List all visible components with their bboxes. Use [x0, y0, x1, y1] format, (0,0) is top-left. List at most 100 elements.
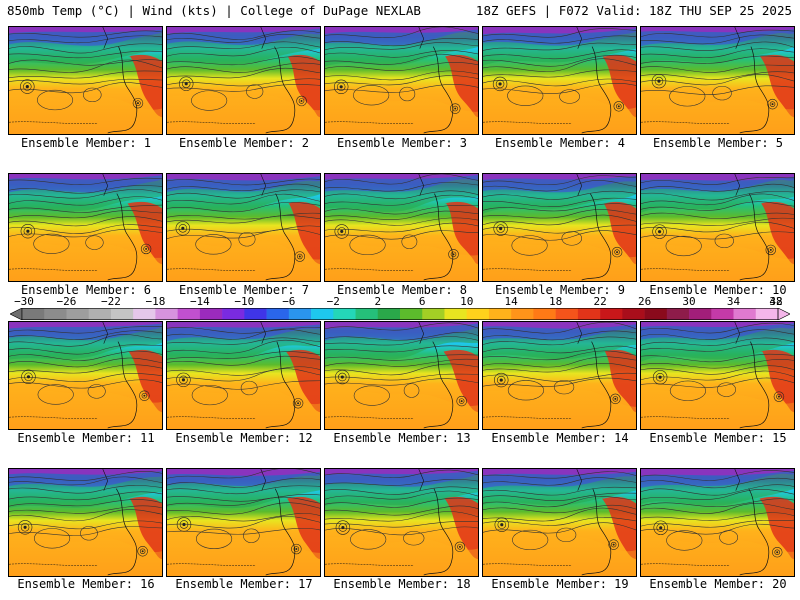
colorbar-segment	[377, 308, 401, 320]
colorbar-tick-label: 2	[374, 295, 382, 308]
colorbar-tick-label: 14	[504, 295, 518, 308]
colorbar-tick-label: 42	[769, 295, 783, 308]
ensemble-map-panel-4[interactable]	[482, 26, 637, 135]
ensemble-map-panel-1[interactable]	[8, 26, 163, 135]
colorbar-segment	[422, 308, 445, 320]
temperature-colorbar: −30 −26 −22 −18 −14 −10 −6 −2 2 6 10 14 18 22 26 30 34 38…	[10, 296, 790, 320]
colorbar-segment	[644, 308, 668, 320]
ensemble-map-panel-14[interactable]	[482, 321, 637, 430]
colorbar-segment	[733, 308, 757, 320]
ensemble-member-label: Ensemble Member: 3	[336, 136, 468, 150]
colorbar-min-arrow	[10, 308, 23, 320]
ensemble-member-label: Ensemble Member: 19	[491, 577, 629, 591]
ensemble-map-panel-20[interactable]	[640, 468, 795, 577]
ensemble-map-panel-10[interactable]	[640, 173, 795, 282]
ensemble-map-panel-19[interactable]	[482, 468, 637, 577]
colorbar-tick-label: −2	[326, 295, 340, 308]
ensemble-member-label: Ensemble Member: 6	[20, 283, 152, 297]
colorbar-max-arrow	[777, 308, 790, 320]
colorbar-tick-label: 6	[418, 295, 426, 308]
ensemble-member-label: Ensemble Member: 5	[652, 136, 784, 150]
colorbar-tick-label: 18	[549, 295, 563, 308]
ensemble-member-label: Ensemble Member: 10	[649, 283, 787, 297]
colorbar-segment	[177, 308, 201, 320]
ensemble-map-panel-7[interactable]	[166, 173, 321, 282]
colorbar-tick-label: −30	[14, 295, 34, 308]
product-title: 850mb Temp (°C) | Wind (kts) | College o…	[7, 3, 421, 18]
ensemble-map-panel-13[interactable]	[324, 321, 479, 430]
colorbar-segment	[511, 308, 534, 320]
ensemble-member-label: Ensemble Member: 20	[649, 577, 787, 591]
colorbar-tick-label: 22	[593, 295, 607, 308]
ensemble-map-panel-2[interactable]	[166, 26, 321, 135]
colorbar-tick-label: −6	[282, 295, 296, 308]
colorbar-segment	[44, 308, 67, 320]
colorbar-tick-label: 30	[682, 295, 696, 308]
colorbar-segment	[444, 308, 468, 320]
colorbar-segment	[133, 308, 156, 320]
colorbar-segment	[355, 308, 379, 320]
ensemble-map-panel-18[interactable]	[324, 468, 479, 577]
ensemble-member-label: Ensemble Member: 9	[494, 283, 626, 297]
ensemble-member-label: Ensemble Member: 1	[20, 136, 152, 150]
ensemble-member-label: Ensemble Member: 14	[491, 431, 629, 445]
colorbar-segment	[88, 308, 112, 320]
colorbar-segment	[244, 308, 267, 320]
colorbar-segment	[288, 308, 312, 320]
colorbar-segment	[622, 308, 645, 320]
ensemble-member-label: Ensemble Member: 8	[336, 283, 468, 297]
ensemble-member-label: Ensemble Member: 11	[17, 431, 155, 445]
ensemble-map-panel-5[interactable]	[640, 26, 795, 135]
colorbar-tick-label: −22	[101, 295, 121, 308]
colorbar-segment	[66, 308, 90, 320]
colorbar-segment	[199, 308, 223, 320]
colorbar-segment	[755, 308, 779, 320]
ensemble-map-panel-17[interactable]	[166, 468, 321, 577]
run-valid-time: 18Z GEFS | F072 Valid: 18Z THU SEP 25 20…	[475, 3, 792, 18]
colorbar-segment	[666, 308, 690, 320]
colorbar-segment	[689, 308, 712, 320]
ensemble-member-label: Ensemble Member: 13	[333, 431, 471, 445]
ensemble-member-label: Ensemble Member: 12	[175, 431, 313, 445]
colorbar-segment	[333, 308, 356, 320]
colorbar-tick-label: 38	[769, 295, 783, 308]
colorbar-segment	[600, 308, 623, 320]
ensemble-member-label: Ensemble Member: 2	[178, 136, 310, 150]
ensemble-map-panel-11[interactable]	[8, 321, 163, 430]
ensemble-member-label: Ensemble Member: 4	[494, 136, 626, 150]
colorbar-segment	[266, 308, 290, 320]
colorbar-tick-label: −18	[145, 295, 166, 308]
ensemble-map-panel-15[interactable]	[640, 321, 795, 430]
ensemble-member-label: Ensemble Member: 18	[333, 577, 471, 591]
ensemble-map-panel-3[interactable]	[324, 26, 479, 135]
colorbar-tick-label: −14	[189, 295, 210, 308]
colorbar-frame	[21, 308, 779, 320]
ensemble-map-panel-6[interactable]	[8, 173, 163, 282]
colorbar-tick-label: 10	[460, 295, 474, 308]
colorbar-segment	[400, 308, 423, 320]
ensemble-member-label: Ensemble Member: 17	[175, 577, 313, 591]
colorbar-segment	[533, 308, 556, 320]
ensemble-member-label: Ensemble Member: 15	[649, 431, 787, 445]
colorbar-segment	[22, 308, 45, 320]
ensemble-map-panel-12[interactable]	[166, 321, 321, 430]
ensemble-map-panel-16[interactable]	[8, 468, 163, 577]
map-header: 850mb Temp (°C) | Wind (kts) | College o…	[0, 0, 800, 22]
colorbar-segment	[311, 308, 334, 320]
colorbar-tick-label: −26	[56, 295, 77, 308]
colorbar-segment	[577, 308, 601, 320]
colorbar-labels: −30 −26 −22 −18 −14 −10 −6 −2 2 6 10 14 18 22 26 30 34 38…	[10, 296, 790, 308]
colorbar-segment	[466, 308, 490, 320]
ensemble-member-label: Ensemble Member: 16	[17, 577, 155, 591]
colorbar-scale	[10, 308, 790, 320]
ensemble-map-panel-9[interactable]	[482, 173, 637, 282]
colorbar-segment	[555, 308, 579, 320]
colorbar-segment	[110, 308, 134, 320]
ensemble-map-panel-8[interactable]	[324, 173, 479, 282]
colorbar-segment	[222, 308, 245, 320]
colorbar-segment	[155, 308, 178, 320]
ensemble-member-label: Ensemble Member: 7	[178, 283, 310, 297]
colorbar-segment	[488, 308, 512, 320]
colorbar-tick-label: 26	[637, 295, 652, 308]
colorbar-tick-label: −10	[234, 295, 255, 308]
